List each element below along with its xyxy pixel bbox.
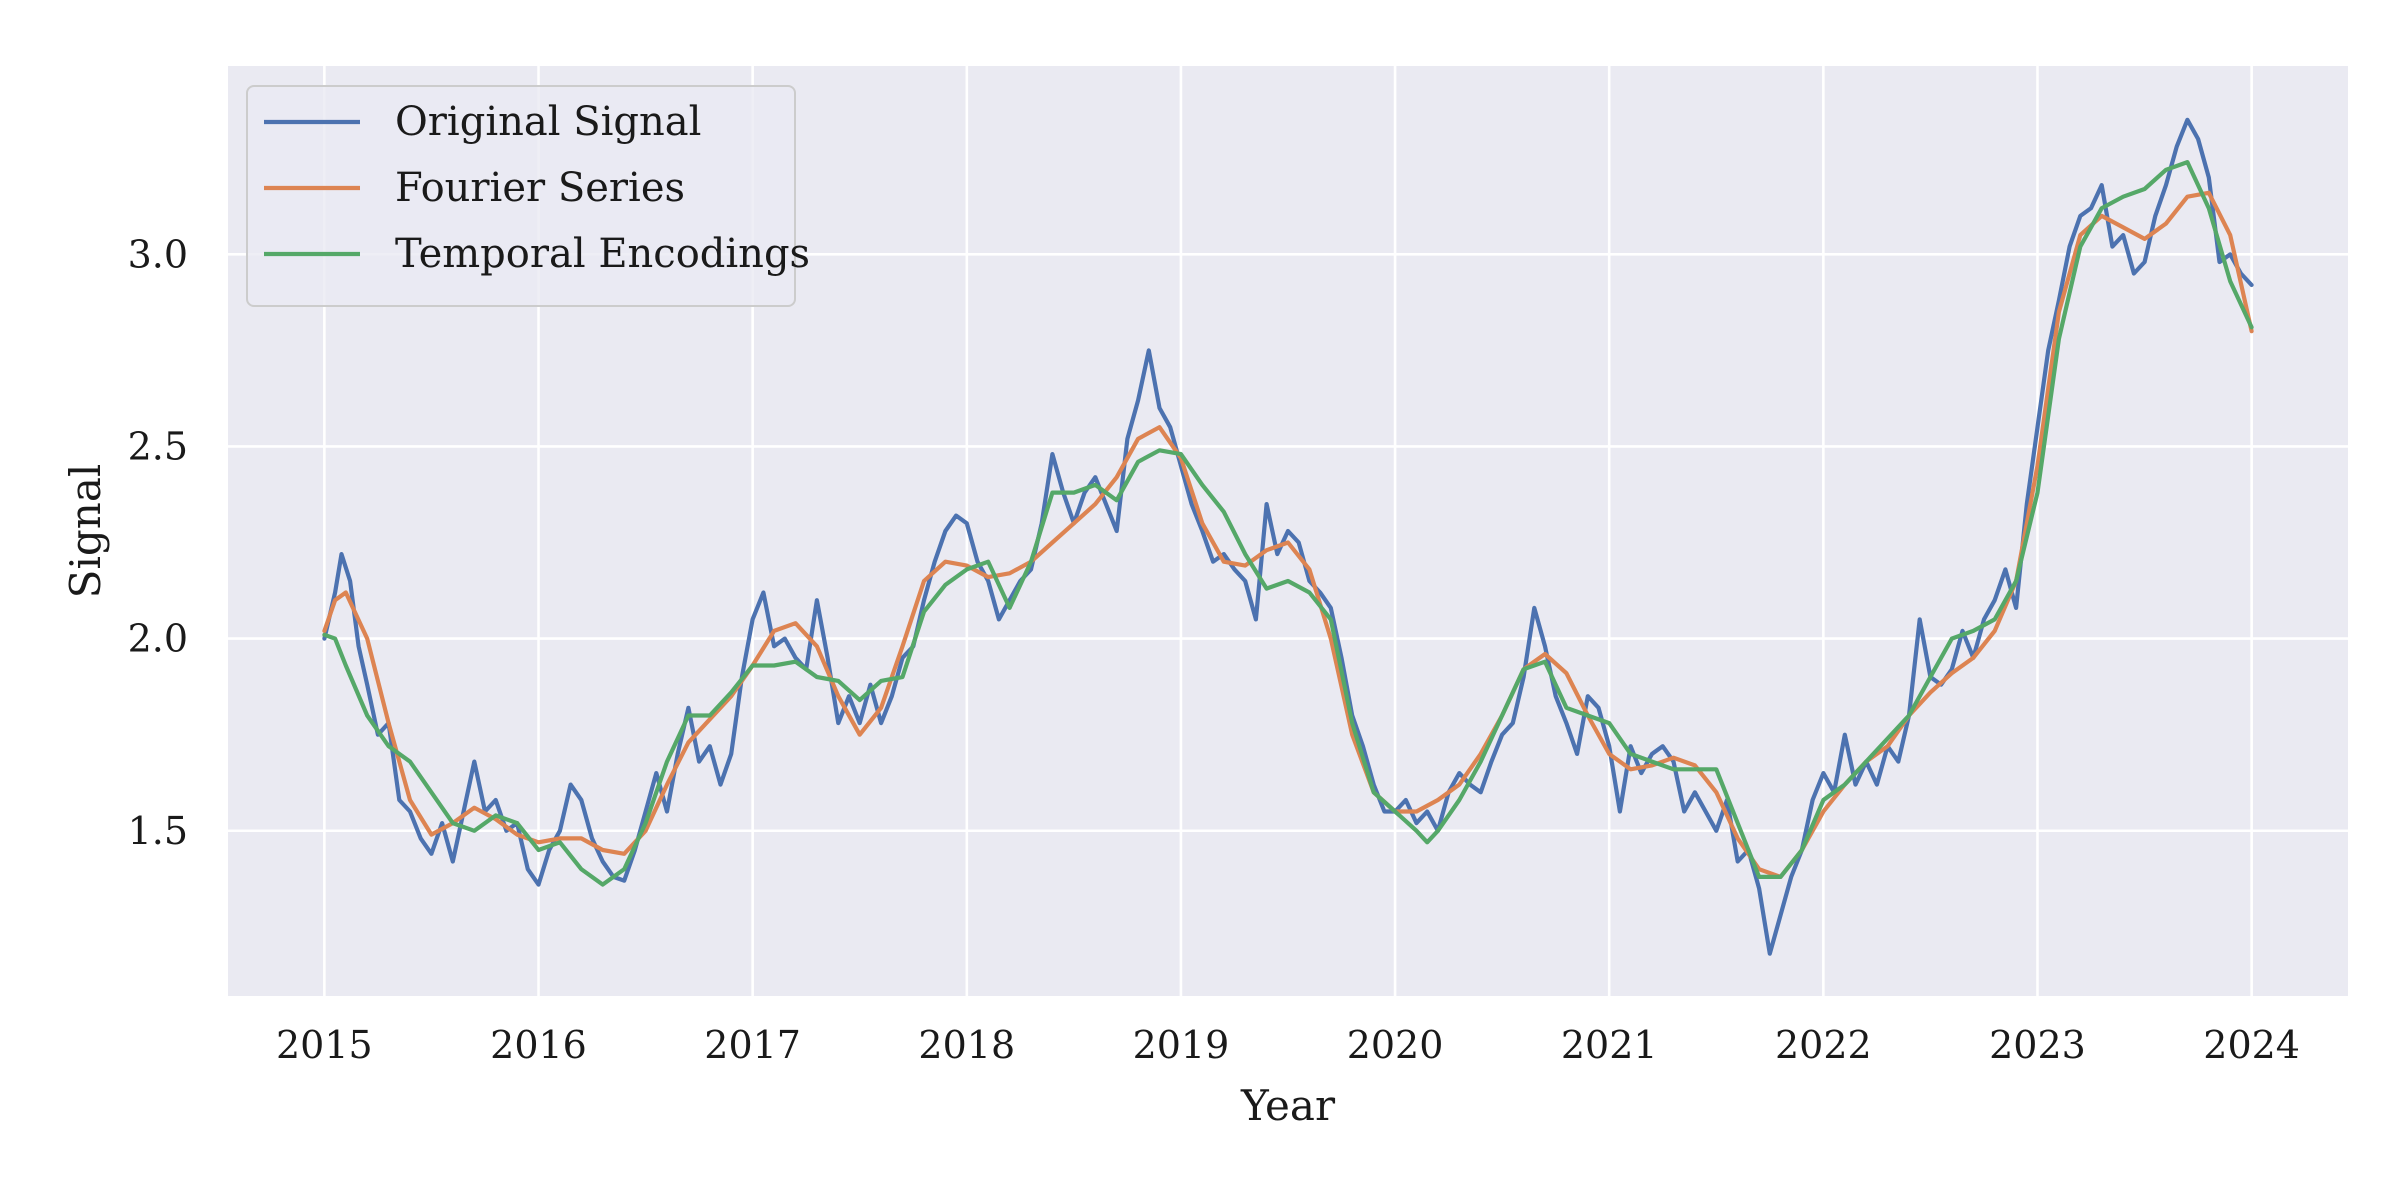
x-tick-label: 2019 (1133, 1023, 1230, 1067)
series-line-temporal-encodings (322, 160, 2254, 887)
y-tick-label: 2.0 (128, 617, 188, 661)
x-tick-label: 2017 (704, 1023, 801, 1067)
y-tick-label: 3.0 (128, 232, 188, 276)
legend-label-fourier-series: Fourier Series (395, 165, 685, 211)
x-tick-label: 2016 (490, 1023, 587, 1067)
x-axis-label: Year (1240, 1081, 1336, 1130)
legend: Original Signal Fourier Series Temporal En… (246, 85, 810, 307)
series-lines (322, 117, 2254, 956)
legend-label-original-signal: Original Signal (395, 99, 701, 145)
x-tick-label: 2024 (2203, 1023, 2300, 1067)
legend-label-temporal-encodings: Temporal Encodings (395, 231, 810, 277)
tick-labels: 2015 2016 2017 2018 2019 2020 2021 2022 2023 2024… (128, 232, 2300, 1067)
y-tick-label: 2.5 (128, 424, 188, 468)
y-tick-label: 1.5 (128, 809, 188, 853)
x-tick-label: 2020 (1347, 1023, 1444, 1067)
x-tick-label: 2022 (1775, 1023, 1872, 1067)
x-tick-label: 2015 (276, 1023, 373, 1067)
y-axis-label: Signal (61, 464, 110, 599)
x-tick-label: 2023 (1989, 1023, 2086, 1067)
x-tick-label: 2021 (1561, 1023, 1658, 1067)
legend-frame (246, 85, 796, 307)
series-line-fourier-series (322, 190, 2254, 879)
x-tick-label: 2018 (918, 1023, 1015, 1067)
